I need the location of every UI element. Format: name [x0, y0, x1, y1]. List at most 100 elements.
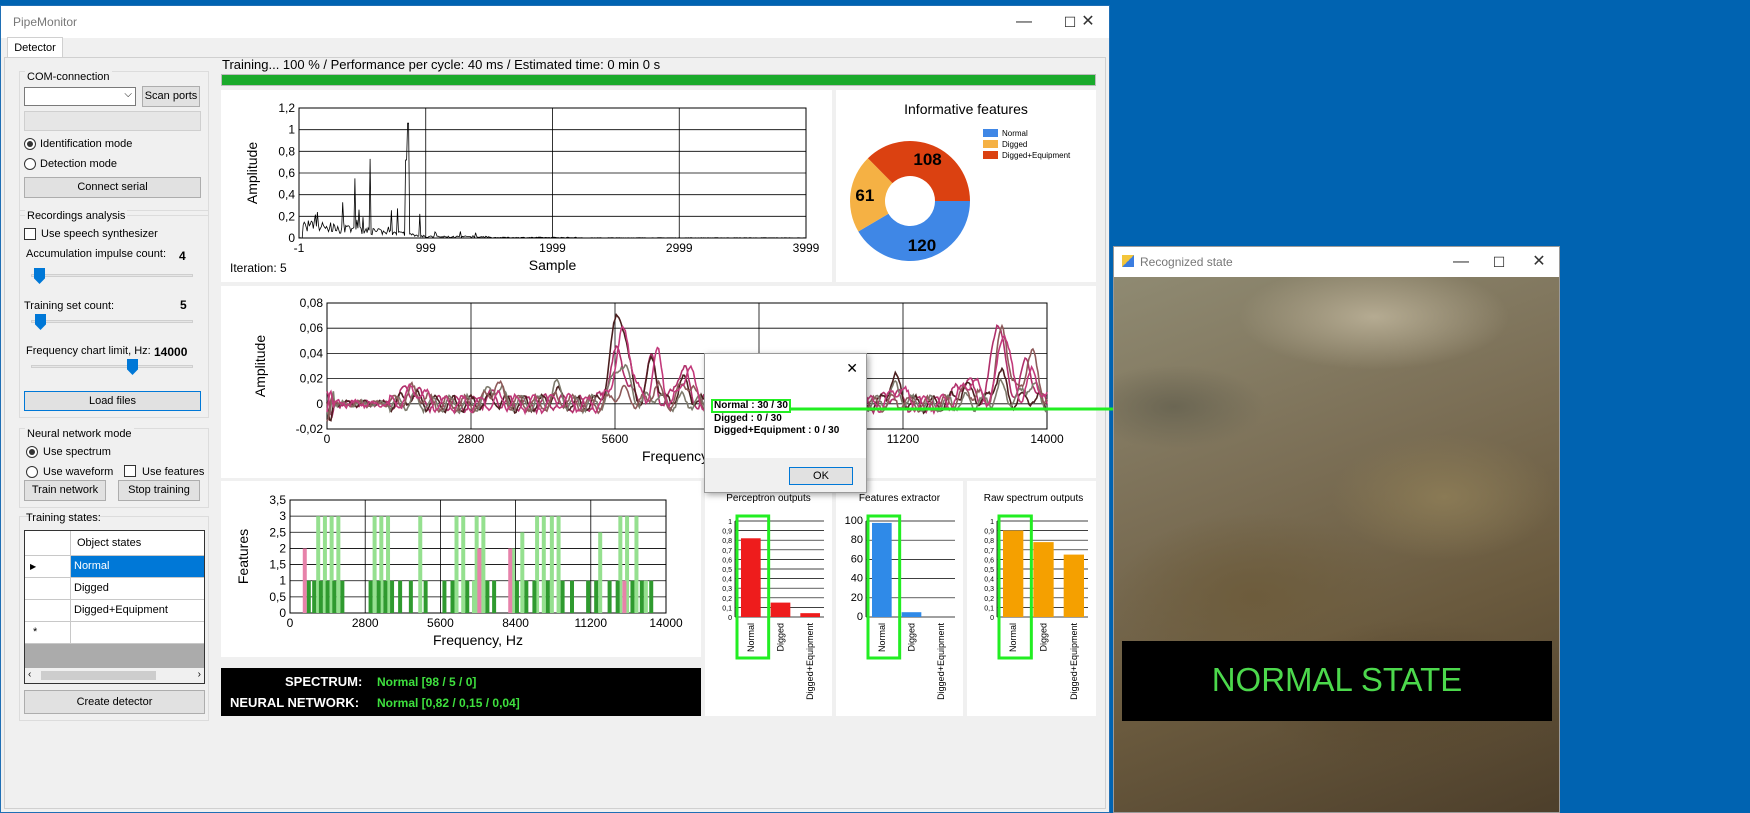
- feature-bar-dark: [390, 580, 395, 613]
- detection-mode-radio[interactable]: [24, 158, 36, 170]
- grid-row-header-2[interactable]: [25, 578, 71, 600]
- dialog-close-icon[interactable]: ✕: [846, 360, 858, 376]
- x-tick-label: 0: [287, 616, 294, 630]
- feature-bar-dark: [545, 580, 550, 613]
- recognized-maximize-button[interactable]: ☐: [1492, 254, 1506, 270]
- y-tick-label: 0: [728, 615, 732, 622]
- accumulation-label: Accumulation impulse count:: [26, 248, 167, 260]
- training-states-grid[interactable]: Object states ▶ Normal Digged Digged+Equ…: [24, 530, 205, 684]
- feature-bar-dark: [492, 580, 497, 613]
- training-set-slider-thumb[interactable]: [35, 314, 46, 330]
- train-network-button[interactable]: Train network: [24, 480, 106, 501]
- feature-bar-light: [535, 516, 540, 613]
- table-row[interactable]: Normal: [71, 556, 204, 578]
- main-title-bar[interactable]: PipeMonitor — ☐ ✕: [1, 6, 1109, 38]
- y-tick-label: 0,02: [300, 372, 324, 386]
- recognized-close-button[interactable]: ✕: [1532, 253, 1546, 270]
- connect-serial-button[interactable]: Connect serial: [24, 177, 201, 198]
- scroll-right-icon[interactable]: ›: [197, 669, 201, 680]
- close-button[interactable]: ✕: [1081, 13, 1095, 30]
- freq-limit-slider-track[interactable]: [31, 365, 193, 368]
- feature-bar-light: [618, 516, 623, 613]
- y-axis-label: Features: [235, 529, 251, 584]
- use-features-checkbox[interactable]: [124, 465, 136, 477]
- dialog-ok-button[interactable]: OK: [789, 467, 853, 485]
- recognized-minimize-button[interactable]: —: [1453, 253, 1469, 270]
- identification-mode-radio[interactable]: [24, 138, 36, 150]
- y-tick-label: 0,7: [984, 548, 994, 555]
- training-set-slider-track[interactable]: [31, 320, 193, 323]
- feature-bar-dark: [408, 580, 413, 613]
- recordings-analysis-group: Recordings analysis: [19, 210, 209, 418]
- results-dialog: ✕ Normal : 30 / 30 Digged : 0 / 30 Digge…: [704, 353, 867, 493]
- y-tick-label: 0,9: [722, 529, 732, 536]
- scroll-left-icon[interactable]: ‹: [28, 669, 32, 680]
- x-tick-label: 2800: [458, 432, 485, 446]
- feature-bar-dark: [318, 580, 323, 613]
- y-tick-label: 0: [279, 606, 286, 620]
- highlight-arrow: [790, 401, 1154, 417]
- nn-result-label: NEURAL NETWORK:: [230, 695, 360, 710]
- x-tick-label: 5600: [427, 616, 454, 630]
- scan-ports-button[interactable]: Scan ports: [142, 86, 200, 107]
- dialog-line-normal: Normal : 30 / 30: [714, 400, 788, 411]
- x-axis-label: Frequency, Hz: [433, 632, 523, 648]
- y-tick-label: 0: [288, 231, 295, 245]
- y-tick-label: 0,1: [722, 605, 732, 612]
- grid-column-header[interactable]: Object states: [71, 531, 204, 556]
- grid-row-header-new[interactable]: *: [25, 622, 71, 644]
- feature-bar-dark: [485, 580, 490, 613]
- features-chart-panel: 0 2800 5600 8400 11200 14000 0 0,5 1 1,5 2 2,5 3 3,5 F…: [221, 481, 701, 657]
- load-files-button[interactable]: Load files: [24, 391, 201, 411]
- freq-limit-slider-thumb[interactable]: [127, 359, 138, 375]
- speech-synthesizer-checkbox[interactable]: [24, 228, 36, 240]
- feature-bar-dark: [649, 580, 654, 613]
- x-tick-label: 14000: [1030, 432, 1064, 446]
- row-pointer-icon: ▶: [30, 562, 37, 571]
- port-select[interactable]: ⌵: [24, 87, 136, 106]
- use-spectrum-radio[interactable]: [26, 446, 38, 458]
- feature-bar-dark: [524, 580, 529, 613]
- feature-bar-light: [481, 516, 486, 613]
- legend-swatch: [983, 129, 998, 137]
- com-connection-group: COM-connection: [19, 71, 209, 216]
- training-states-label: Training states:: [26, 512, 101, 524]
- training-progress-bar: [221, 74, 1096, 86]
- y-tick-label: 0: [857, 611, 863, 623]
- legend-label: Digged: [1002, 140, 1027, 149]
- feature-bar-dark: [332, 580, 337, 613]
- y-tick-label: 0,5: [269, 590, 286, 604]
- feature-bar-dark: [630, 580, 635, 613]
- tab-detector[interactable]: Detector: [7, 37, 63, 58]
- feature-bar-light: [316, 516, 321, 613]
- x-tick-label: 5600: [602, 432, 629, 446]
- pie-slice-value: 120: [908, 236, 936, 255]
- y-tick-label: 0,2: [984, 596, 994, 603]
- feature-bar-light: [386, 516, 391, 613]
- raw-spectrum-outputs-chart: Raw spectrum outputs 0 0,1 0,2 0,3 0,4 0,5 0,6 0…: [984, 493, 1088, 700]
- y-tick-label: 0,4: [278, 188, 295, 202]
- maximize-button[interactable]: ☐: [1063, 14, 1077, 30]
- scrollbar-thumb[interactable]: [41, 671, 156, 680]
- recognized-title-bar[interactable]: Recognized state — ☐ ✕: [1114, 247, 1559, 277]
- table-row-new[interactable]: [71, 622, 204, 644]
- table-row[interactable]: Digged+Equipment: [71, 600, 204, 622]
- accumulation-slider-thumb[interactable]: [34, 268, 45, 284]
- feature-bar-light: [541, 516, 546, 613]
- stop-training-button[interactable]: Stop training: [118, 480, 200, 501]
- use-waveform-radio[interactable]: [26, 466, 38, 478]
- grid-horizontal-scrollbar[interactable]: ‹ ›: [25, 668, 204, 683]
- y-tick-label: 0: [990, 615, 994, 622]
- table-row[interactable]: Digged: [71, 578, 204, 600]
- accumulation-slider-track[interactable]: [31, 274, 193, 277]
- spectrum-series-line: [326, 325, 1048, 416]
- minimize-button[interactable]: —: [1016, 13, 1032, 30]
- category-label: Digged: [776, 623, 786, 652]
- feature-bar-light: [625, 516, 630, 613]
- y-tick-label: 0,4: [722, 577, 732, 584]
- informative-features-chart: Informative features 120 61 108 Normal Digged…: [850, 101, 1071, 261]
- create-detector-button[interactable]: Create detector: [24, 690, 205, 714]
- grid-row-header-1[interactable]: ▶: [25, 556, 71, 578]
- feature-bar-dark: [442, 580, 447, 613]
- grid-row-header-3[interactable]: [25, 600, 71, 622]
